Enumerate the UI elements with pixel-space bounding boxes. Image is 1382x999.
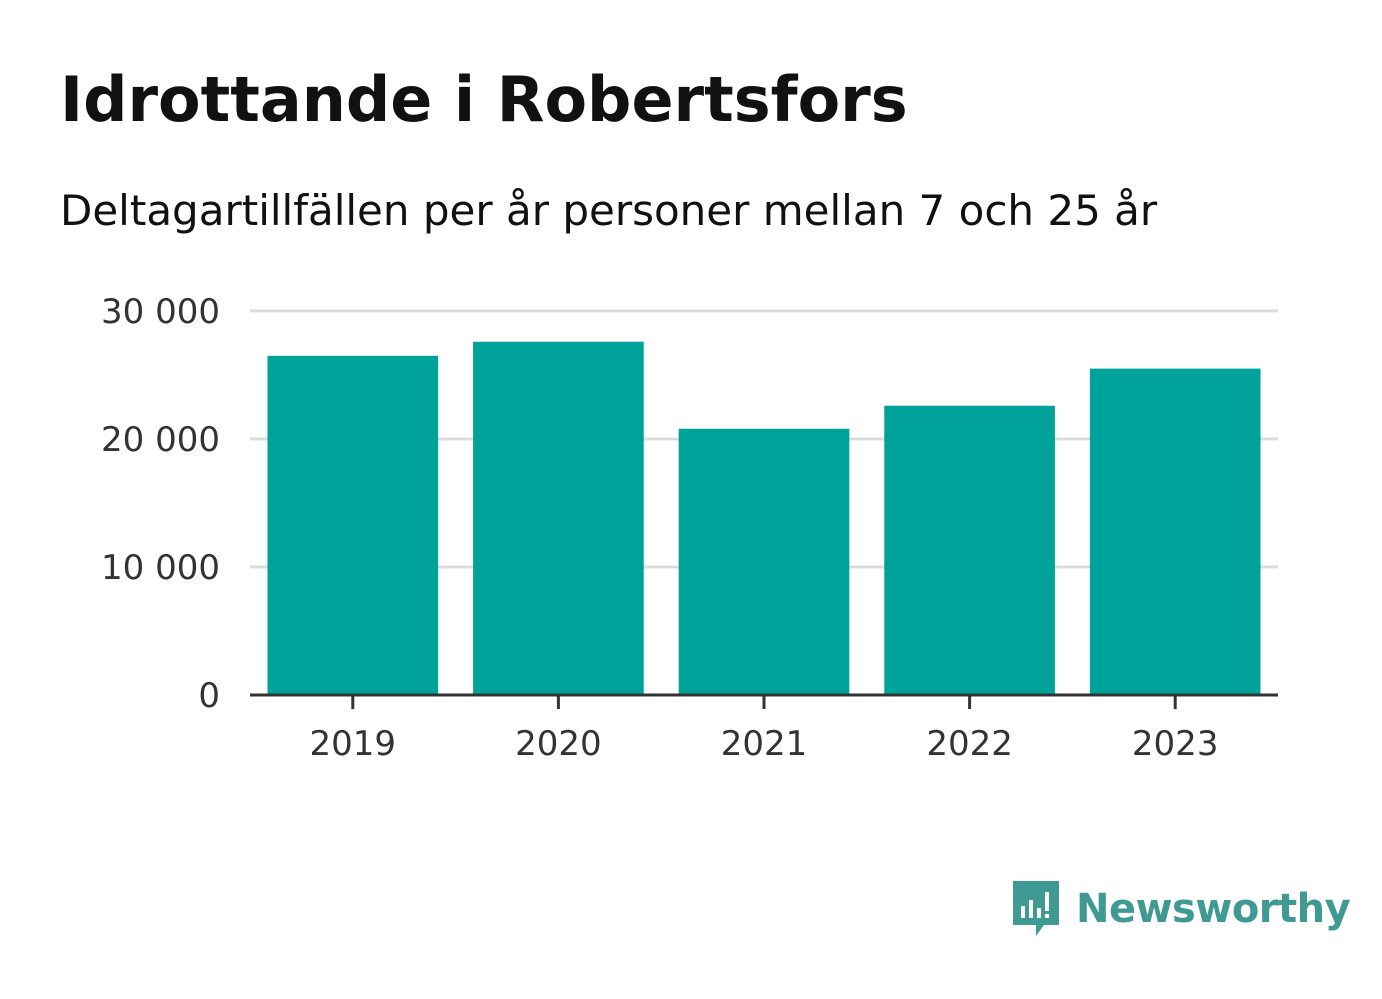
bars [267, 341, 1261, 695]
bar-2021 [678, 428, 850, 695]
x-tick-label: 2021 [721, 724, 808, 764]
newsworthy-logo: Newsworthy [1010, 878, 1351, 940]
bar-2020 [473, 341, 644, 695]
bar-2022 [884, 405, 1055, 695]
newsworthy-logo-icon [1013, 881, 1059, 936]
x-tick-label: 2019 [310, 724, 397, 764]
x-tick-label: 2023 [1132, 724, 1219, 764]
y-tick-label: 30 000 [101, 292, 220, 332]
x-tick-label: 2020 [515, 724, 602, 764]
bar-2023 [1089, 368, 1261, 695]
brand-name: Newsworthy [1076, 886, 1351, 932]
chart-subtitle: Deltagartillfällen per år personer mella… [60, 186, 1158, 235]
y-tick-label: 0 [198, 676, 220, 716]
axes [250, 693, 1278, 709]
chart-title: Idrottande i Robertsfors [60, 63, 908, 136]
bar-2019 [267, 355, 439, 695]
x-tick-label: 2022 [926, 724, 1013, 764]
tick-labels: 0 10 000 20 000 30 000 2019 2020 2021 2022 2023 [101, 292, 1218, 764]
bar-chart: 0 10 000 20 000 30 000 2019 2020 2021 2022 2023 [101, 292, 1278, 764]
y-tick-label: 10 000 [101, 548, 220, 588]
y-tick-label: 20 000 [101, 420, 220, 460]
